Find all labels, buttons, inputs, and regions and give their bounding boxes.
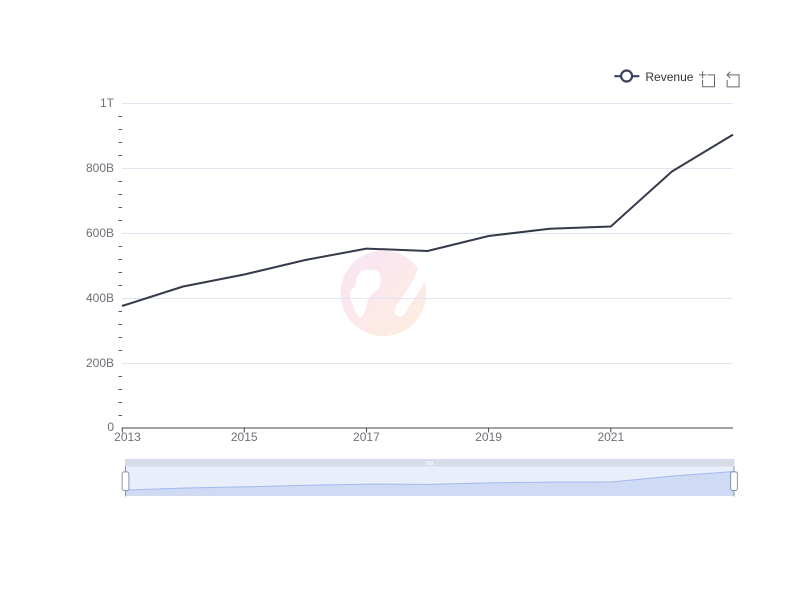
svg-text:600B: 600B [86,226,114,240]
svg-text:200B: 200B [86,356,114,370]
svg-text:800B: 800B [86,161,114,175]
svg-text:2015: 2015 [231,430,258,444]
svg-text:2019: 2019 [475,430,502,444]
svg-text:Revenue: Revenue [645,70,693,84]
svg-text:2021: 2021 [597,430,624,444]
svg-text:2017: 2017 [353,430,380,444]
svg-text:1T: 1T [100,96,115,110]
svg-text:2013: 2013 [114,430,141,444]
svg-text:0: 0 [107,420,114,434]
svg-text:400B: 400B [86,291,114,305]
